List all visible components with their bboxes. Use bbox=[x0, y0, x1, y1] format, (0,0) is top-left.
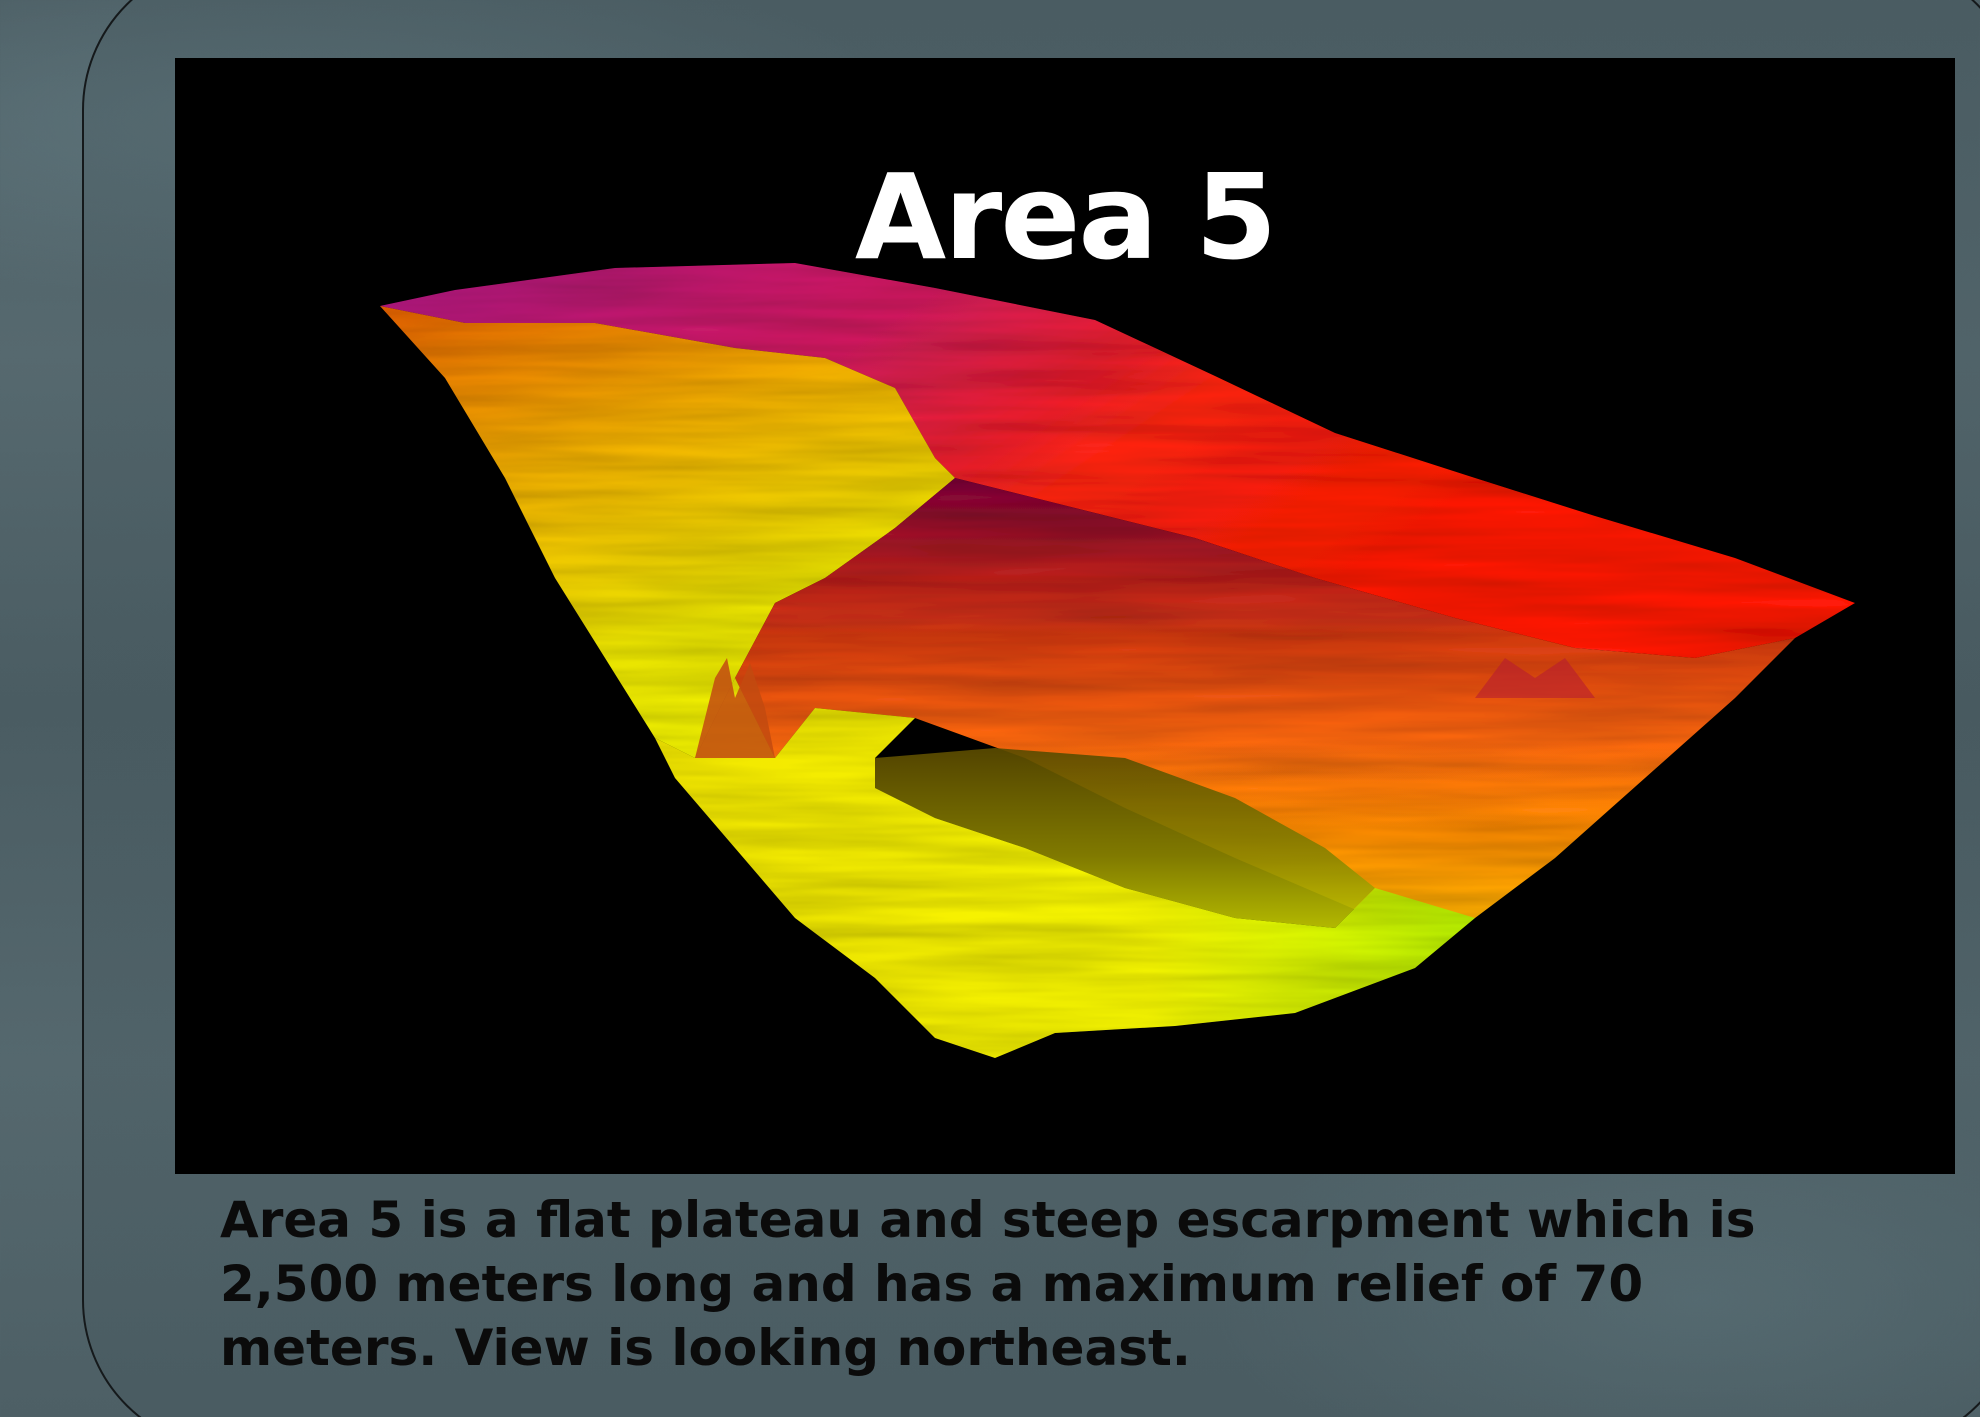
terrain-3d-render bbox=[380, 263, 1855, 1058]
basin-depression bbox=[875, 748, 1375, 928]
slide-title: Area 5 bbox=[854, 148, 1277, 286]
plateau-top bbox=[380, 263, 1855, 658]
slide-caption: Area 5 is a flat plateau and steep escar… bbox=[220, 1191, 1756, 1377]
escarpment-wall bbox=[735, 478, 1795, 918]
lower-apron bbox=[655, 678, 1475, 1058]
terrain-image-panel: Area 5 bbox=[175, 58, 1955, 1174]
terrain-peaks bbox=[695, 658, 775, 758]
left-valley-slope bbox=[380, 306, 955, 758]
